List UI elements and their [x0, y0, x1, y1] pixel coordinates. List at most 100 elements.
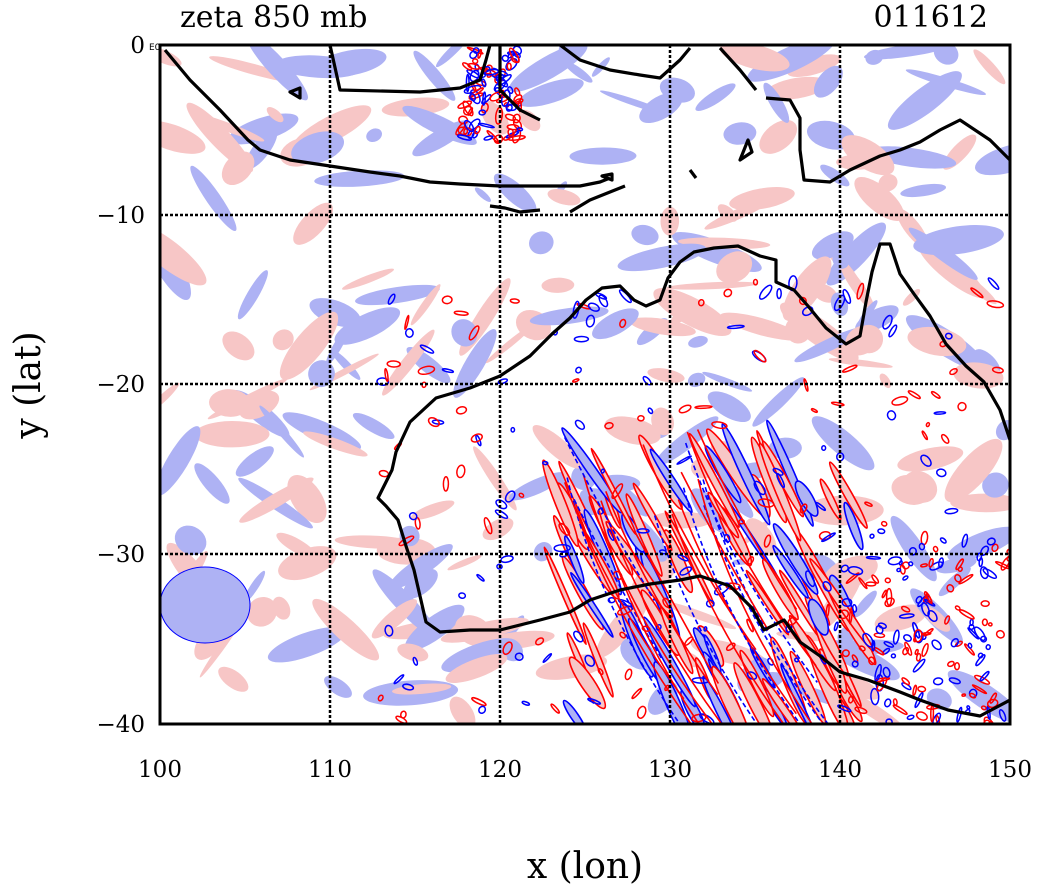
field-blob [896, 567, 902, 573]
field-blob [944, 615, 951, 625]
field-blob [447, 555, 482, 571]
field-blob [651, 407, 675, 436]
field-blob [483, 135, 494, 141]
x-tick-label: 120 [478, 757, 522, 783]
field-blob [386, 360, 401, 368]
field-blob [717, 204, 738, 222]
field-blob [723, 288, 733, 298]
shear-line [578, 520, 692, 724]
field-blob [920, 454, 932, 467]
field-blob [884, 577, 892, 584]
field-blob [921, 642, 929, 658]
field-blob [470, 433, 483, 443]
field-blob [848, 606, 853, 625]
field-blob [474, 187, 491, 202]
field-blob [160, 566, 251, 644]
field-blob [975, 654, 986, 667]
field-blob [542, 460, 549, 466]
field-blob [745, 569, 790, 636]
field-blob [482, 517, 514, 541]
field-blob [481, 78, 487, 88]
field-blob [971, 684, 988, 695]
field-blob [811, 416, 875, 471]
field-blob [553, 543, 571, 553]
field-blob [239, 390, 280, 420]
field-blob [721, 423, 771, 526]
field-blob [822, 581, 832, 592]
field-blob [617, 243, 707, 272]
field-blob [573, 335, 590, 343]
field-blob [694, 405, 713, 410]
field-blob [529, 306, 609, 326]
field-blob [864, 501, 873, 507]
field-blob [453, 310, 469, 316]
field-blob [815, 501, 827, 512]
field-blob [932, 677, 944, 686]
field-blob [631, 687, 643, 700]
field-blob [892, 704, 908, 716]
field-blob [776, 287, 782, 300]
field-blob [670, 307, 691, 325]
field-blob [501, 54, 509, 62]
field-blob [483, 517, 493, 535]
field-blob [704, 198, 773, 230]
field-blob [550, 703, 561, 714]
field-blob [977, 652, 984, 659]
field-blob [392, 683, 452, 695]
field-blob [745, 518, 777, 557]
field-blob [679, 566, 693, 576]
field-blob [940, 433, 950, 444]
field-blob [763, 82, 790, 123]
field-blob [976, 552, 983, 562]
field-blob [856, 282, 865, 300]
field-blob [267, 626, 346, 663]
field-blob [513, 98, 524, 105]
field-blob [772, 544, 809, 599]
shear-line [566, 477, 681, 724]
field-blob [636, 528, 650, 534]
field-blob [979, 670, 990, 682]
field-blob [619, 318, 627, 329]
field-blob [753, 480, 766, 496]
field-blob [476, 573, 485, 582]
field-blob [237, 270, 268, 320]
field-blob [534, 637, 545, 646]
field-blob [222, 331, 255, 361]
field-blob [625, 493, 663, 577]
field-blob [477, 48, 483, 59]
field-blob [801, 306, 814, 317]
field-blob [384, 368, 389, 383]
field-blob [716, 251, 753, 284]
field-blob [981, 618, 989, 627]
shear-line [573, 499, 664, 661]
field-blob [574, 419, 586, 430]
field-blob [497, 378, 509, 385]
field-blob [891, 396, 909, 406]
field-blob [558, 522, 571, 536]
field-blob [504, 113, 517, 121]
field-blob [587, 697, 602, 705]
field-blob [688, 335, 708, 348]
x-tick-label: 150 [988, 757, 1032, 783]
field-blob [885, 587, 893, 606]
field-blob [903, 634, 912, 642]
field-blob [308, 360, 335, 388]
shear-line [563, 437, 656, 602]
field-blob [569, 571, 614, 638]
field-blob [312, 598, 380, 661]
field-blob [987, 622, 993, 627]
field-blob [510, 426, 516, 433]
field-blob [441, 368, 455, 374]
field-contours [376, 45, 1010, 724]
field-blob [259, 405, 305, 458]
field-blob [865, 555, 882, 560]
field-blob [456, 464, 466, 479]
shear-line [633, 530, 720, 684]
field-blob [746, 618, 754, 633]
field-blob [725, 642, 736, 652]
field-blob [973, 626, 986, 642]
field-blob [776, 472, 785, 489]
field-blob [854, 706, 868, 715]
field-blob [582, 622, 614, 698]
field-blob [970, 287, 984, 299]
